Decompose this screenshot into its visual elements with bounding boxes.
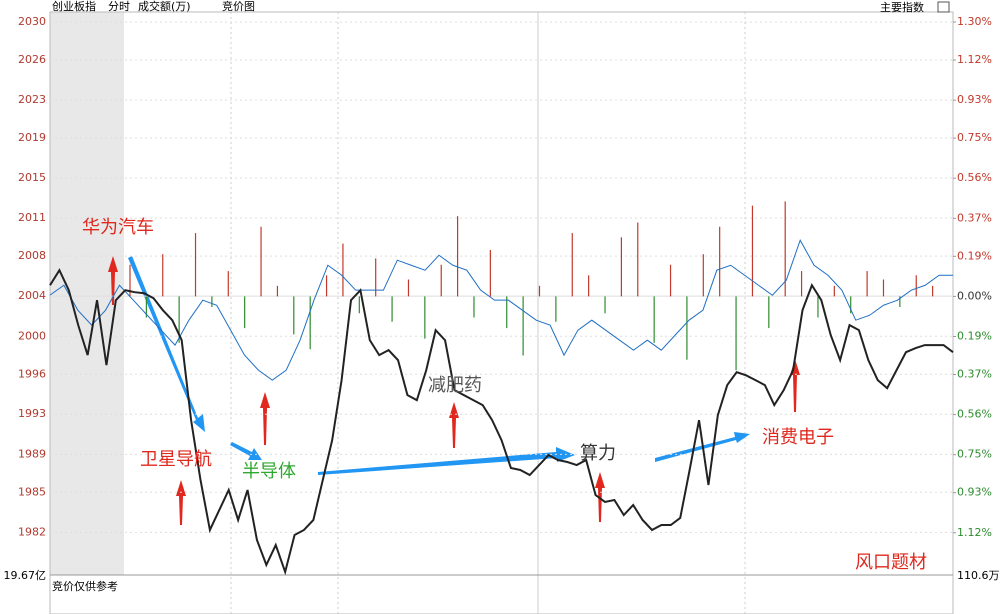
annotation: 减肥药 <box>428 375 482 396</box>
index-menu[interactable]: 主要指数 <box>880 0 924 14</box>
time-grid <box>230 12 746 614</box>
tab: 分时 <box>108 0 130 13</box>
toggle-icon[interactable] <box>937 1 950 13</box>
y-tick-label: 2019 <box>18 131 46 144</box>
y-tick-label: 2000 <box>18 329 46 342</box>
annotation: 卫星导航 <box>140 449 212 470</box>
y-tick-label: 2015 <box>18 171 46 184</box>
y2-tick-label: 1.30% <box>957 15 992 28</box>
volume-max-right: 110.6万 <box>957 569 1000 582</box>
y2-tick-label: 0.19% <box>957 330 992 343</box>
y-tick-label: 1985 <box>18 485 46 498</box>
plot-frame <box>49 11 954 614</box>
y2-tick-label: 0.75% <box>957 448 992 461</box>
average-line <box>49 238 953 381</box>
y-tick-label: 2004 <box>18 289 46 302</box>
annotation: 半导体 <box>242 461 296 482</box>
y2-tick-label: 0.19% <box>957 249 992 262</box>
y-tick-label: 2023 <box>18 93 46 106</box>
annotation: 算力 <box>580 443 616 464</box>
auction-note: 竞价仅供参考 <box>52 579 118 593</box>
y2-tick-label: 0.56% <box>957 171 992 184</box>
title: 创业板指 <box>52 0 96 13</box>
y-tick-label: 2026 <box>18 53 46 66</box>
y2-tick-label: 0.37% <box>957 211 992 224</box>
y-tick-label: 2030 <box>18 15 46 28</box>
tag-label: 风口题材 <box>855 552 927 573</box>
y-tick-label: 2011 <box>18 211 46 224</box>
annotation: 华为汽车 <box>82 217 154 238</box>
y2-tick-label: 0.37% <box>957 367 992 380</box>
y2-tick-label: 0.00% <box>957 289 992 302</box>
y2-tick-label: 1.12% <box>957 526 992 539</box>
volume-max: 19.67亿 <box>4 569 47 582</box>
annotation: 消费电子 <box>762 427 834 448</box>
y-tick-label: 1989 <box>18 447 46 460</box>
y2-tick-label: 0.93% <box>957 93 992 106</box>
y-tick-label: 2008 <box>18 249 46 262</box>
y-tick-label: 1996 <box>18 367 46 380</box>
price-line <box>49 268 954 576</box>
y-tick-label: 1993 <box>18 407 46 420</box>
tab: 竞价图 <box>222 0 255 13</box>
tab: 成交额(万) <box>138 0 191 13</box>
y2-tick-label: 0.56% <box>957 408 992 421</box>
y2-tick-label: 1.12% <box>957 53 992 66</box>
y-tick-label: 1982 <box>18 525 46 538</box>
y2-tick-label: 0.93% <box>957 486 992 499</box>
y2-tick-label: 0.75% <box>957 131 992 144</box>
